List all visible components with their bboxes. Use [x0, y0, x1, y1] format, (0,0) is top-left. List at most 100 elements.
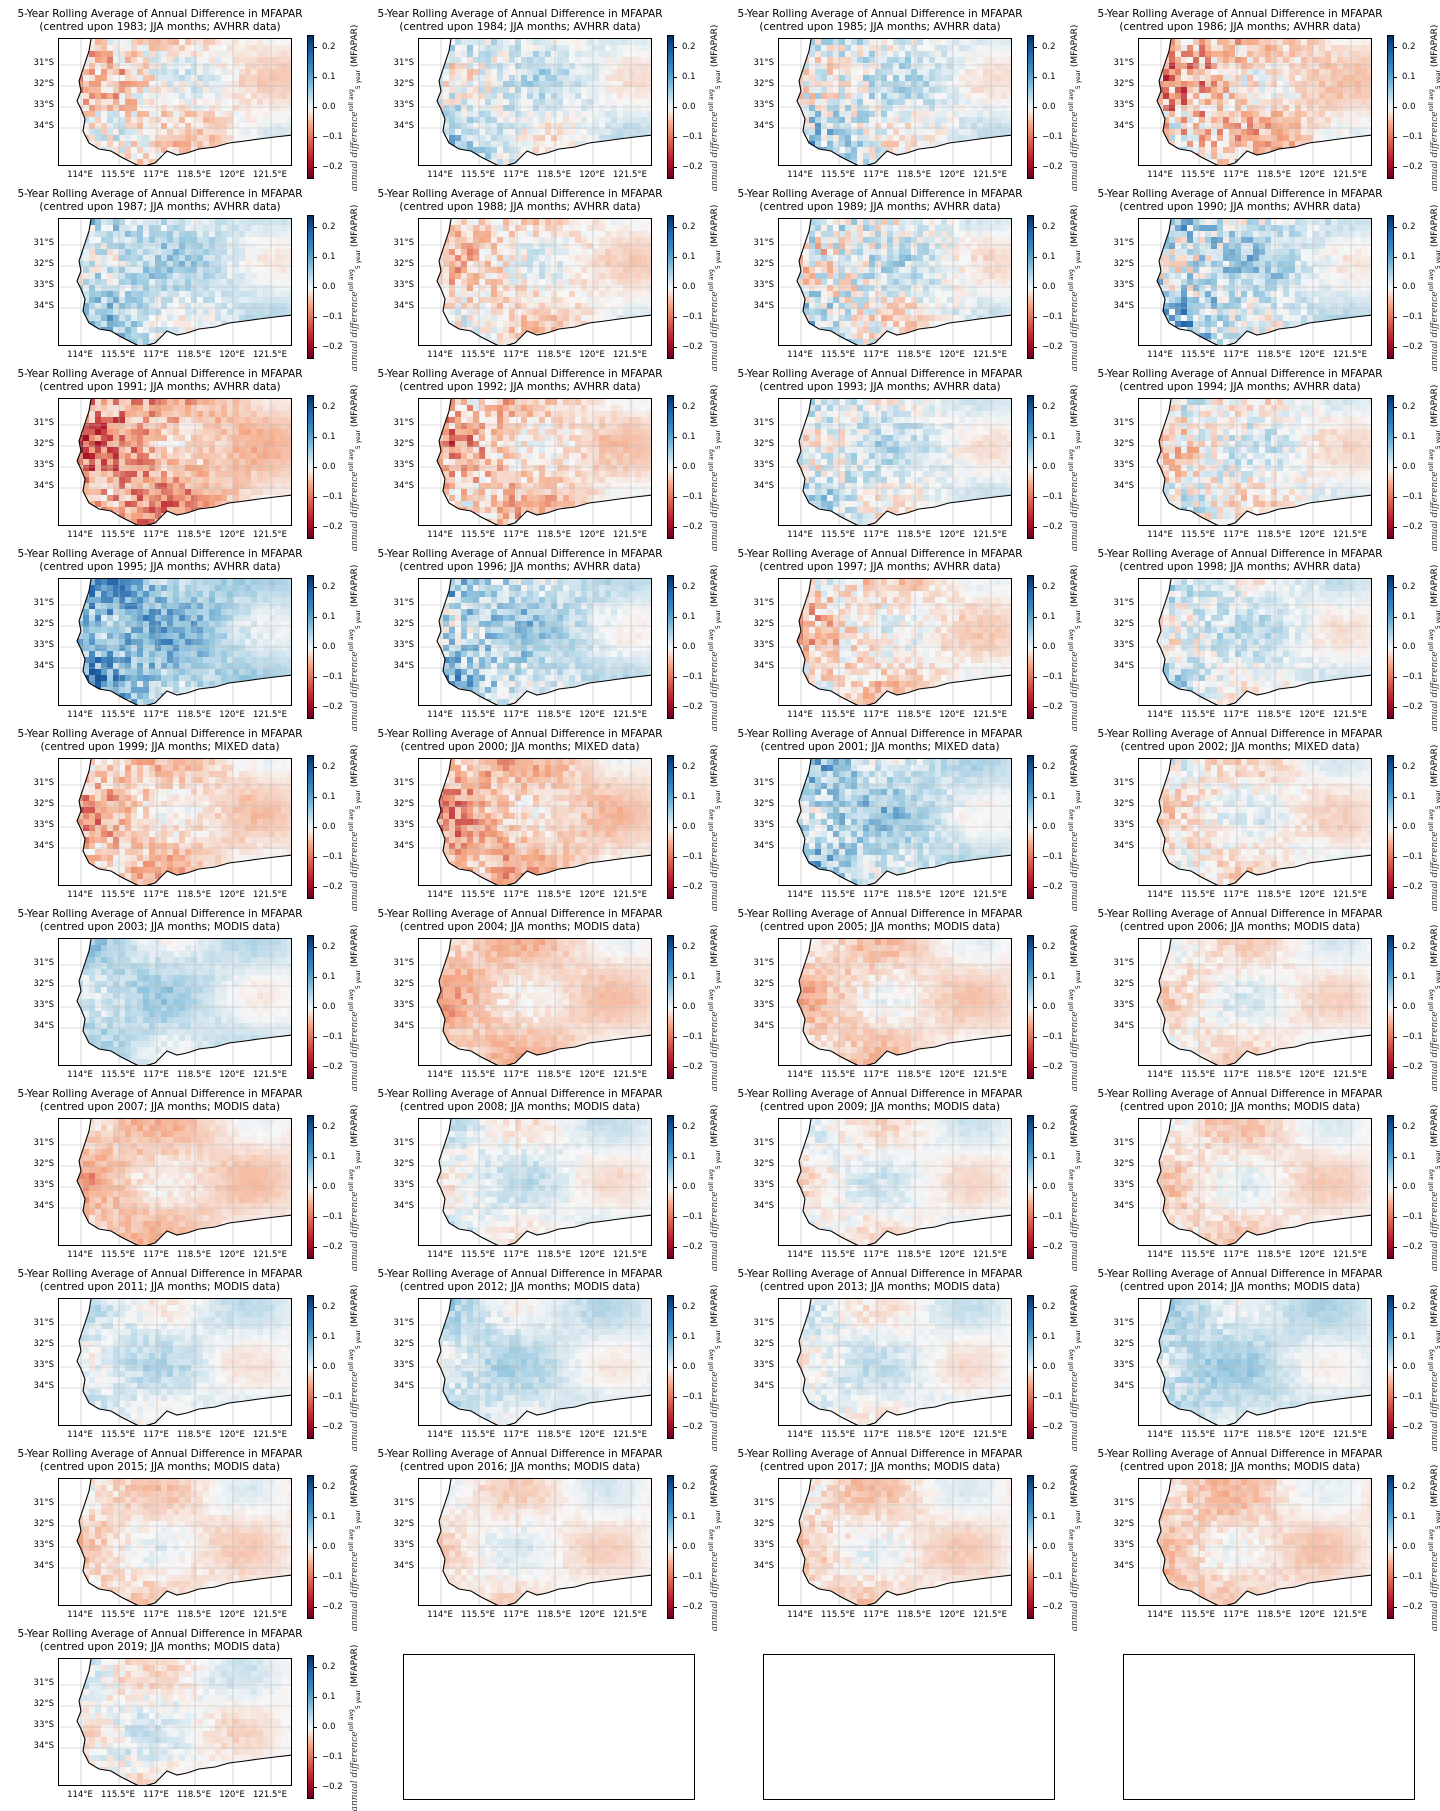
colorbar-tick-label: 0.0: [322, 1542, 336, 1552]
colorbar-tick-label: 0.1: [682, 612, 696, 622]
colorbar-tick-mark: [314, 1397, 317, 1398]
colorbar-label: annual differenceroll avg5 year (MFAPAR): [708, 1105, 722, 1272]
colorbar-tick-label: 0.2: [1042, 402, 1056, 412]
colorbar-label-sup: roll avg: [348, 269, 355, 291]
colorbar-tick-label: −0.1: [1042, 1212, 1063, 1222]
map-panel: 5-Year Rolling Average of Annual Differe…: [10, 1088, 370, 1268]
colorbar-tick-mark: [314, 887, 317, 888]
x-tick-label: 115.5°E: [461, 1250, 495, 1260]
x-tick-label: 115.5°E: [101, 1070, 135, 1080]
panel-title: 5-Year Rolling Average of Annual Differe…: [1090, 368, 1390, 393]
colorbar-tick-mark: [674, 227, 677, 228]
y-tick-label: 32°S: [748, 979, 774, 989]
colorbar-label: annual differenceroll avg5 year (MFAPAR): [708, 565, 722, 732]
colorbar-label-sub: 5 year: [355, 1690, 362, 1709]
colorbar-label-math: annual difference: [710, 1551, 720, 1631]
panel-title-line2: (centred upon 1986; JJA months; AVHRR da…: [1090, 21, 1390, 34]
colorbar-tick-label: 0.1: [682, 252, 696, 262]
panel-title: 5-Year Rolling Average of Annual Differe…: [1090, 1088, 1390, 1113]
colorbar-label-unit: (MFAPAR): [710, 205, 720, 250]
colorbar-tick-label: 0.0: [1042, 1182, 1056, 1192]
colorbar-tick-label: −0.2: [1042, 702, 1063, 712]
colorbar-tick-mark: [1034, 527, 1037, 528]
colorbar-tick-mark: [674, 1037, 677, 1038]
panel-title: 5-Year Rolling Average of Annual Differe…: [10, 1088, 310, 1113]
map-panel: 5-Year Rolling Average of Annual Differe…: [370, 188, 730, 368]
panel-title-line2: (centred upon 1996; JJA months; AVHRR da…: [370, 561, 670, 574]
colorbar-tick-label: 0.0: [1042, 1542, 1056, 1552]
colorbar-tick-mark: [1394, 767, 1397, 768]
y-tick-label: 33°S: [388, 820, 414, 830]
x-tick-label: 114°E: [427, 1250, 453, 1260]
colorbar-tick-mark: [1394, 1307, 1397, 1308]
colorbar-tick-mark: [314, 257, 317, 258]
y-tick-label: 34°S: [28, 121, 54, 131]
colorbar-tick-mark: [674, 347, 677, 348]
colorbar-tick-label: 0.0: [1042, 1362, 1056, 1372]
x-tick-label: 120°E: [939, 1250, 965, 1260]
colorbar-tick-mark: [314, 827, 317, 828]
x-tick-label: 115.5°E: [461, 530, 495, 540]
map-plot: [58, 38, 292, 166]
panel-title: 5-Year Rolling Average of Annual Differe…: [1090, 8, 1390, 33]
panel-title: 5-Year Rolling Average of Annual Differe…: [370, 1268, 670, 1293]
colorbar-label-sub: 5 year: [715, 610, 722, 629]
x-tick-label: 114°E: [1147, 350, 1173, 360]
colorbar-tick-mark: [314, 1577, 317, 1578]
y-tick-label: 32°S: [1108, 619, 1134, 629]
y-tick-label: 33°S: [1108, 1000, 1134, 1010]
colorbar-label-math: annual difference: [1430, 651, 1440, 731]
colorbar-tick-label: 0.2: [682, 1122, 696, 1132]
raster-cells: [59, 39, 292, 166]
panel-title-line2: (centred upon 2009; JJA months; MODIS da…: [730, 1101, 1030, 1114]
x-tick-label: 121.5°E: [973, 890, 1007, 900]
colorbar-tick-mark: [314, 1667, 317, 1668]
colorbar-label-math: annual difference: [350, 291, 360, 371]
y-tick-label: 33°S: [28, 820, 54, 830]
colorbar-tick-label: 0.2: [322, 942, 336, 952]
x-tick-label: 117°E: [863, 1250, 889, 1260]
colorbar: [1027, 1295, 1034, 1439]
raster-cells: [779, 939, 1012, 1066]
colorbar-label-sub: 5 year: [715, 250, 722, 269]
colorbar-label-sup: roll avg: [348, 989, 355, 1011]
colorbar-label: annual differenceroll avg5 year (MFAPAR): [1068, 205, 1082, 372]
x-tick-label: 117°E: [503, 530, 529, 540]
colorbar-tick-label: −0.2: [322, 882, 343, 892]
colorbar-tick-mark: [674, 767, 677, 768]
colorbar-tick-label: −0.2: [1402, 1422, 1423, 1432]
colorbar-tick-label: 0.0: [1042, 822, 1056, 832]
colorbar-tick-label: 0.0: [322, 1002, 336, 1012]
x-tick-label: 115.5°E: [821, 1070, 855, 1080]
y-tick-label: 34°S: [28, 481, 54, 491]
x-tick-label: 120°E: [579, 1070, 605, 1080]
x-tick-label: 117°E: [863, 710, 889, 720]
colorbar-label-sup: roll avg: [1428, 629, 1435, 651]
colorbar-label-sup: roll avg: [348, 809, 355, 831]
x-tick-label: 114°E: [787, 170, 813, 180]
colorbar-label: annual differenceroll avg5 year (MFAPAR): [1428, 385, 1440, 552]
colorbar-label-sup: roll avg: [1068, 1349, 1075, 1371]
map-plot: [418, 1118, 652, 1246]
map-svg: [1139, 219, 1372, 346]
colorbar-tick-mark: [1394, 1607, 1397, 1608]
colorbar-tick-label: 0.2: [322, 1662, 336, 1672]
colorbar-label-math: annual difference: [350, 651, 360, 731]
colorbar-label: annual differenceroll avg5 year (MFAPAR): [1068, 25, 1082, 192]
y-tick-label: 33°S: [28, 1720, 54, 1730]
colorbar-tick-mark: [314, 407, 317, 408]
x-tick-label: 120°E: [1299, 1250, 1325, 1260]
x-tick-label: 118.5°E: [537, 710, 571, 720]
y-tick-label: 31°S: [1108, 238, 1134, 248]
colorbar-tick-label: 0.1: [682, 72, 696, 82]
colorbar-tick-label: −0.1: [322, 1032, 343, 1042]
colorbar-label-unit: (MFAPAR): [350, 925, 360, 970]
panel-title-line2: (centred upon 2012; JJA months; MODIS da…: [370, 1281, 670, 1294]
colorbar-tick-mark: [314, 137, 317, 138]
x-tick-label: 117°E: [1223, 890, 1249, 900]
colorbar-label-sup: roll avg: [1428, 989, 1435, 1011]
x-tick-label: 115.5°E: [1181, 1070, 1215, 1080]
colorbar-tick-mark: [314, 707, 317, 708]
x-tick-label: 120°E: [939, 1610, 965, 1620]
colorbar-tick-label: −0.1: [322, 1392, 343, 1402]
